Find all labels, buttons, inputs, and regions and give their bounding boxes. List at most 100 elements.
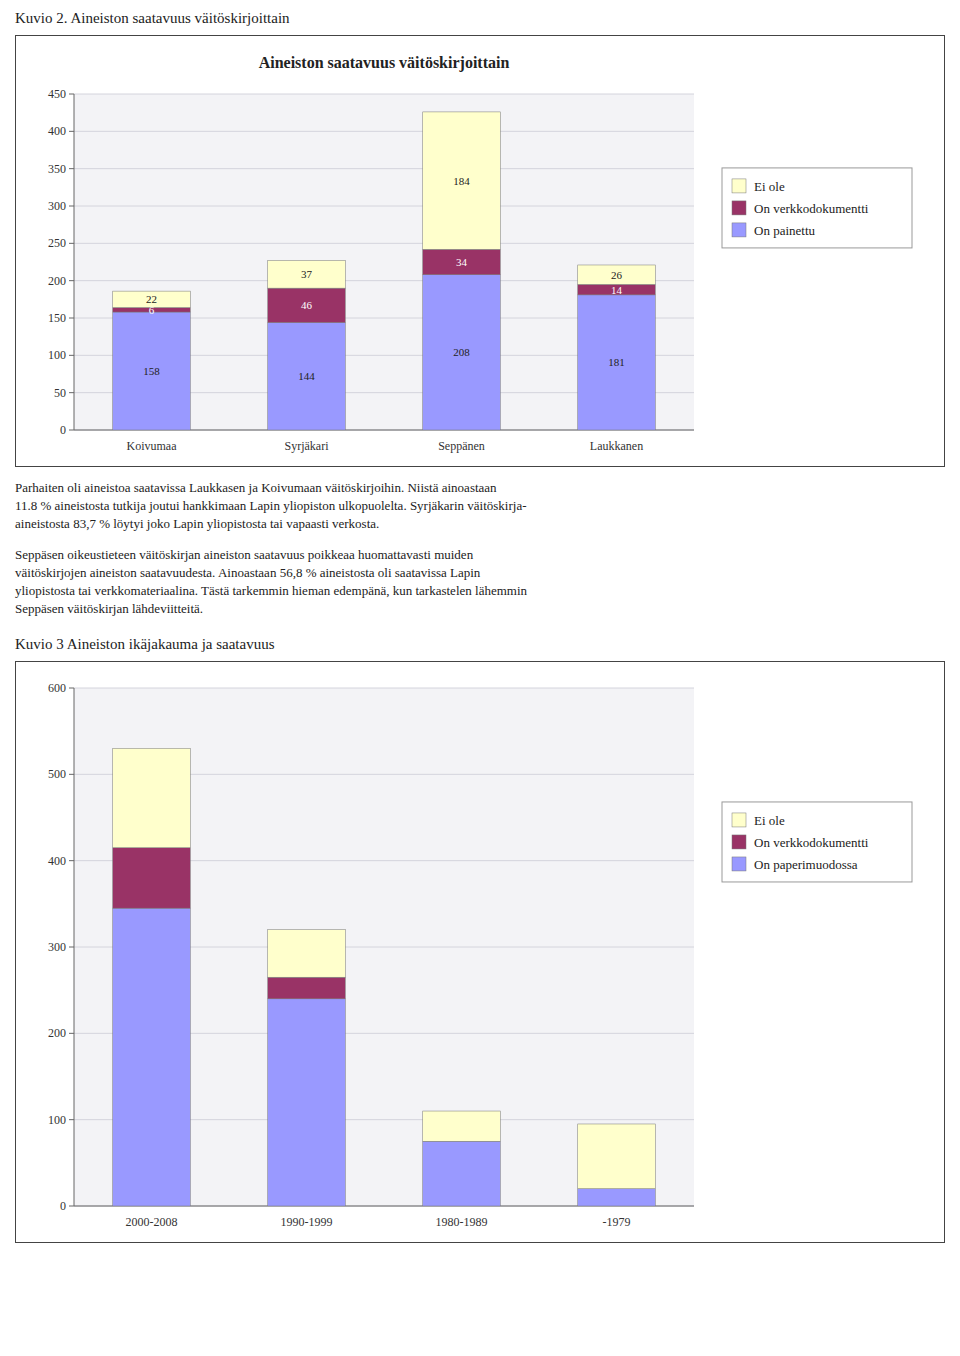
y-tick-label: 150 (48, 311, 66, 325)
bar-segment (268, 261, 346, 289)
x-tick-label: 1980-1989 (436, 1215, 488, 1229)
legend-frame (722, 168, 912, 248)
y-tick-label: 300 (48, 940, 66, 954)
data-label: 6 (149, 304, 155, 316)
legend-label: On verkkodokumentti (754, 201, 869, 216)
y-axis: 0 100 200 300 400 500 600 (48, 681, 694, 1213)
bar-segment (113, 312, 191, 430)
data-label: 14 (611, 284, 623, 296)
x-tick-label: 1990-1999 (281, 1215, 333, 1229)
bar-segment (113, 291, 191, 307)
y-tick-label: 200 (48, 274, 66, 288)
x-tick-label: Laukkanen (590, 439, 643, 453)
bar-segment (268, 288, 346, 322)
y-tick-label: 450 (48, 87, 66, 101)
data-label: 184 (453, 175, 470, 187)
grid-line (74, 206, 694, 207)
legend-swatch (732, 835, 746, 849)
bar-segment (578, 295, 656, 430)
data-label: 34 (456, 256, 468, 268)
tick-mark (69, 430, 74, 431)
plot-background (74, 688, 694, 1206)
chart-title: Aineiston saatavuus väitöskirjoittain (259, 54, 510, 72)
bar-segment (578, 1189, 656, 1206)
data-label: 158 (143, 365, 160, 377)
data-label: 26 (611, 269, 623, 281)
annotation: Parhaiten oli aineistoa saatavissa Laukk… (15, 479, 945, 534)
y-axis-line (74, 688, 75, 1206)
legend-label: On painettu (754, 223, 816, 238)
bar-segment (423, 249, 501, 274)
spacer (15, 618, 945, 636)
y-axis: 050100150200250300350400450 (48, 87, 694, 437)
grid-line (74, 688, 694, 689)
y-tick-label: 250 (48, 236, 66, 250)
plot-background (74, 94, 694, 430)
bar-segment (578, 1124, 656, 1189)
x-tick-label: Koivumaa (127, 439, 178, 453)
legend-frame (722, 802, 912, 882)
bar-segment (268, 978, 346, 1000)
page: Kuvio 2. Aineiston saatavuus väitöskirjo… (15, 10, 945, 1261)
spacer (15, 1243, 945, 1261)
y-tick-label: 0 (60, 1199, 66, 1213)
tick-mark (69, 1033, 74, 1034)
chart-svg: Aineiston saatavuus väitöskirjoittain 0 50… (16, 36, 944, 466)
y-tick-label: 400 (48, 854, 66, 868)
bars (113, 749, 656, 1207)
legend-label: On verkkodokumentti (754, 835, 869, 850)
caption-heading: Kuvio 3 Aineiston ikäjakauma ja saatavuu… (15, 636, 945, 653)
tick-mark (69, 947, 74, 948)
tick-mark (69, 206, 74, 207)
y-tick-label: 0 (60, 423, 66, 437)
y-tick-label: 100 (48, 1113, 66, 1127)
tick-mark (69, 1119, 74, 1120)
tick-mark (69, 131, 74, 132)
chart-box: 01002003004005006002000-20081990-1999198… (15, 661, 945, 1243)
legend-swatch (732, 857, 746, 871)
legend-label: On paperimuodossa (754, 857, 858, 872)
tick-mark (69, 355, 74, 356)
x-tick-label: Seppänen (438, 439, 485, 453)
bar-segment (113, 908, 191, 1206)
y-tick-label: 350 (48, 162, 66, 176)
bars (113, 112, 656, 430)
legend-swatch (732, 201, 746, 215)
y-tick-label: 600 (48, 681, 66, 695)
bar-segment (268, 322, 346, 430)
tick-mark (69, 774, 74, 775)
chart-box: Aineiston saatavuus väitöskirjoittain 0 50… (15, 35, 945, 467)
bar-segment (423, 112, 501, 249)
grid-line (74, 94, 694, 95)
x-tick-label: -1979 (603, 1215, 631, 1229)
legend-swatch (732, 813, 746, 827)
y-tick-label: 500 (48, 768, 66, 782)
data-label: 144 (298, 370, 315, 382)
grid-line (74, 243, 694, 244)
y-tick-label: 200 (48, 1027, 66, 1041)
legend: Ei ole On verkkodokumentti On painettu (722, 168, 912, 248)
bar-segment (423, 1111, 501, 1141)
bar-segment (578, 265, 656, 284)
y-tick-label: 400 (48, 124, 66, 138)
data-label: 181 (608, 356, 625, 368)
bar-segment (578, 284, 656, 294)
annotation: Seppäsen oikeustieteen väitöskirjan aine… (15, 546, 945, 619)
legend-swatch (732, 223, 746, 237)
grid-line (74, 168, 694, 169)
legend-label: Ei ole (754, 179, 785, 194)
tick-mark (69, 860, 74, 861)
tick-mark (69, 688, 74, 689)
chart-svg: 01002003004005006002000-20081990-1999198… (16, 662, 944, 1242)
y-tick-label: 300 (48, 199, 66, 213)
bar-segment (113, 848, 191, 908)
data-label: 46 (301, 299, 313, 311)
y-tick-label: 50 (54, 386, 66, 400)
bar-segment (423, 275, 501, 430)
tick-mark (69, 318, 74, 319)
y-axis-line (74, 94, 75, 430)
data-label: 22 (146, 293, 157, 305)
legend-label: Ei ole (754, 813, 785, 828)
tick-mark (69, 168, 74, 169)
tick-mark (69, 392, 74, 393)
